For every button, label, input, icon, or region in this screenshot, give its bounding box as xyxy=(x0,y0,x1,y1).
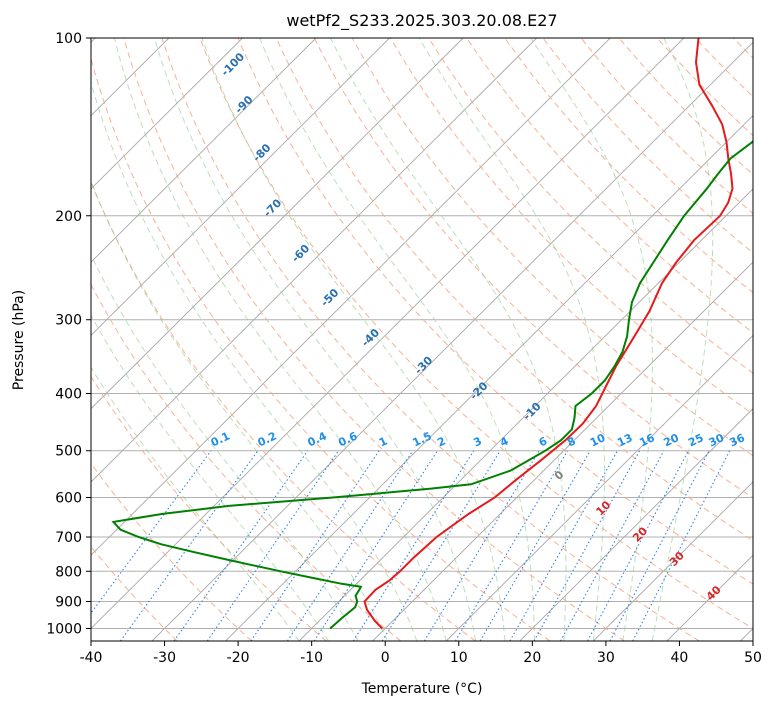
mixing-ratio-line xyxy=(479,450,591,641)
dry-adiabat-line xyxy=(466,38,753,334)
mixing-ratio-label: 10 xyxy=(588,431,608,449)
isotherm-line xyxy=(445,334,753,641)
mixing-ratio-label: 20 xyxy=(662,431,682,449)
mixing-ratio-line xyxy=(313,450,438,641)
dry-adiabat-line xyxy=(313,38,753,499)
isotherm-line xyxy=(372,261,753,641)
y-tick-label: 200 xyxy=(55,209,82,225)
moist-adiabat-line xyxy=(153,38,477,641)
x-tick-label: -40 xyxy=(80,650,103,666)
moist-adiabat-line xyxy=(91,366,300,641)
dry-adiabat-line xyxy=(91,283,402,641)
moist-adiabat-line xyxy=(530,38,653,641)
mixing-ratio-line xyxy=(206,450,339,641)
temperature-profile-line xyxy=(363,38,734,630)
x-tick-label: 10 xyxy=(450,650,468,666)
moist-adiabat-line xyxy=(330,38,567,641)
isotherm-line xyxy=(225,114,753,641)
mixing-ratio-label: 30 xyxy=(707,431,727,449)
dry-adiabat-line xyxy=(580,38,753,215)
dry-adiabat-line xyxy=(618,38,753,176)
y-tick-label: 500 xyxy=(55,444,82,460)
dry-adiabat-line xyxy=(428,38,753,374)
mixing-ratio-line xyxy=(381,450,501,641)
mixing-ratio-line xyxy=(119,450,259,641)
dry-adiabat-line xyxy=(161,38,700,641)
data-layer xyxy=(111,38,753,630)
dry-adiabat-line xyxy=(123,38,625,641)
grid-layer xyxy=(91,38,753,641)
dewpoint-profile-line xyxy=(111,139,753,630)
isotherm-line xyxy=(91,38,611,556)
x-tick-label: 20 xyxy=(523,650,541,666)
y-tick-label: 400 xyxy=(55,387,82,403)
dry-adiabat-line xyxy=(275,38,753,542)
x-tick-label: 0 xyxy=(381,650,390,666)
moist-adiabat-line xyxy=(418,38,605,641)
isotherm-line xyxy=(91,38,390,337)
mixing-ratio-line xyxy=(423,450,540,641)
isotherm-line xyxy=(91,38,317,263)
x-axis-label: Temperature (°C) xyxy=(361,681,483,697)
x-tick-label: -30 xyxy=(153,650,176,666)
isotherm-line xyxy=(91,38,464,410)
dry-adiabat-line xyxy=(237,38,753,585)
mixing-ratio-label: 13 xyxy=(615,431,634,449)
mixing-ratio-line xyxy=(560,450,665,641)
isotherm-line xyxy=(91,38,537,483)
dry-adiabat-line xyxy=(351,38,753,457)
axis-layer: -40 -30 -20 -10 0 10 20 30 40 50 100 200 300 400 500 60… xyxy=(46,31,762,666)
x-tick-label: 30 xyxy=(597,650,615,666)
mixing-ratio-layer xyxy=(91,450,731,641)
mixing-ratio-line xyxy=(533,450,641,641)
moist-adiabat-line xyxy=(91,179,388,641)
y-tick-label: 800 xyxy=(55,564,82,580)
x-tick-label: -10 xyxy=(300,650,323,666)
moist-adiabat-line xyxy=(651,38,714,641)
y-tick-label: 900 xyxy=(55,594,82,610)
chart-title: wetPf2_S233.2025.303.20.08.E27 xyxy=(286,11,557,31)
dry-adiabat-line xyxy=(199,38,753,630)
isotherm-line xyxy=(151,41,753,641)
mixing-ratio-line xyxy=(454,450,569,641)
isotherm-line xyxy=(519,408,753,641)
x-tick-label: 50 xyxy=(744,650,762,666)
moist-adiabat-line xyxy=(91,80,418,641)
isotherm-line xyxy=(91,38,243,190)
plot-frame xyxy=(90,37,754,642)
y-tick-label: 700 xyxy=(55,530,82,546)
mixing-ratio-line xyxy=(509,450,618,641)
moist-adiabat-line xyxy=(201,38,506,641)
y-tick-label: 1000 xyxy=(46,621,82,637)
moist-adiabat-line xyxy=(113,38,447,641)
moist-adiabat-line xyxy=(91,314,329,641)
x-tick-label: 40 xyxy=(671,650,689,666)
mixing-ratio-line xyxy=(173,450,309,641)
mixing-ratio-label: 25 xyxy=(686,431,705,449)
mixing-ratio-label: 36 xyxy=(727,431,747,449)
moist-adiabat-line xyxy=(91,253,359,641)
y-tick-label: 300 xyxy=(55,313,82,329)
mixing-ratio-line xyxy=(352,450,475,641)
x-tick-label: -20 xyxy=(227,650,250,666)
isotherm-line xyxy=(91,38,685,630)
mixing-ratio-label: 16 xyxy=(637,431,657,449)
y-tick-label: 600 xyxy=(55,490,82,506)
dry-adiabat-line xyxy=(91,56,551,641)
dry-adiabat-line xyxy=(390,38,753,415)
mixing-ratio-line xyxy=(91,450,212,614)
y-axis-label: Pressure (hPa) xyxy=(11,290,27,390)
isotherm-line xyxy=(593,481,753,641)
dry-adiabat-line xyxy=(542,38,753,254)
y-tick-label: 100 xyxy=(55,31,82,47)
